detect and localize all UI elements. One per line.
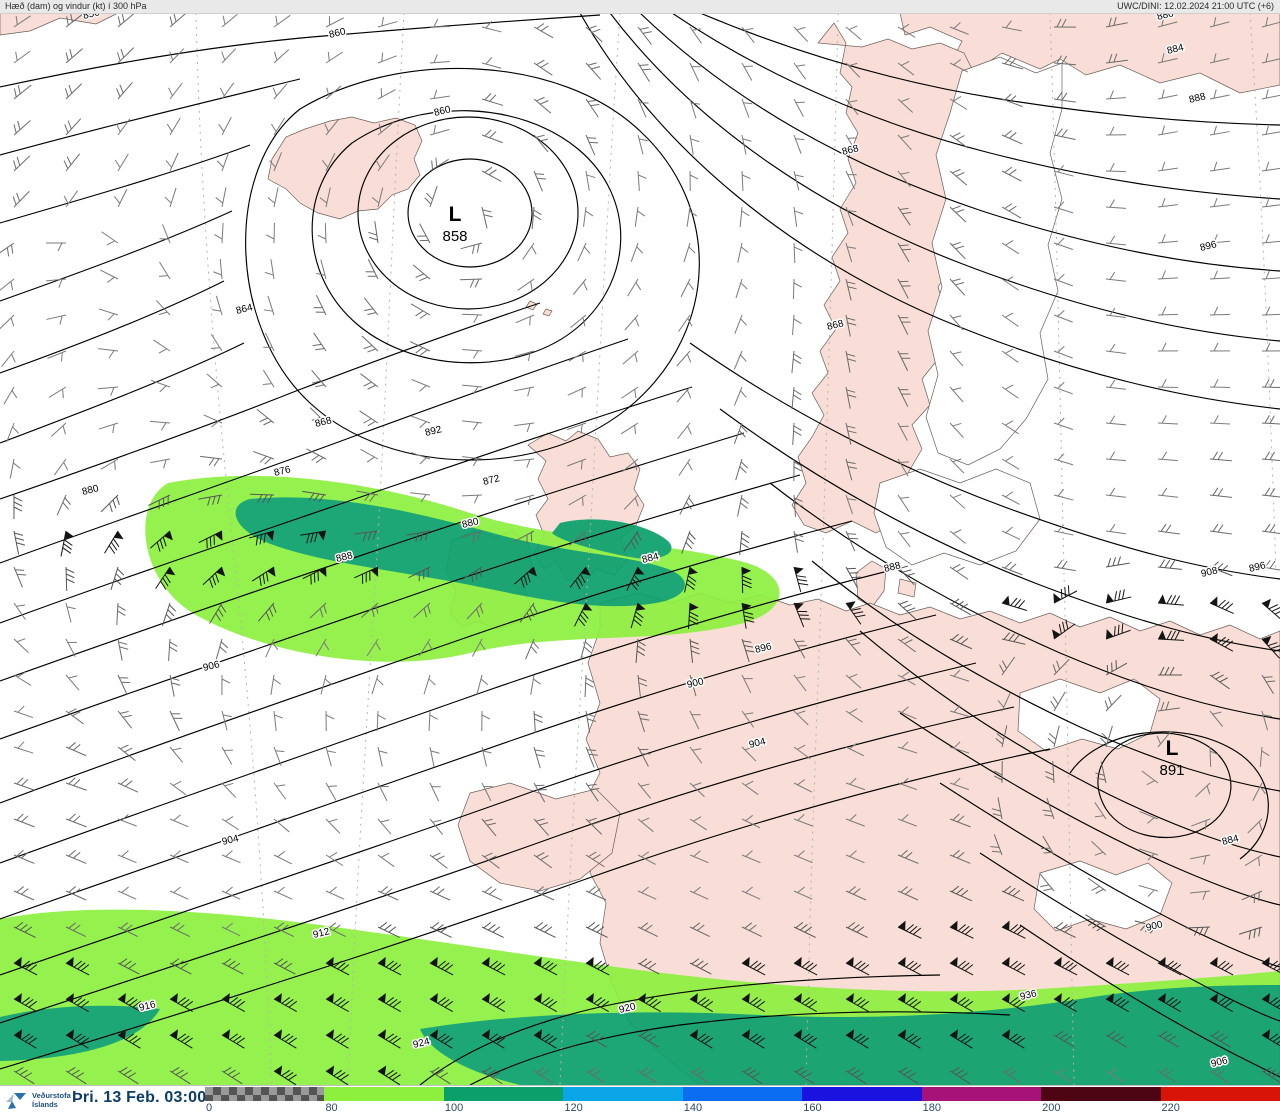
contour-label: 924 [412, 1036, 431, 1051]
contour-label: 880 [461, 516, 480, 531]
valid-time-label: Þri. 13 Feb. 03:00 [72, 1089, 207, 1106]
contour-label: 856 [82, 13, 101, 22]
contour-label: 936 [1019, 988, 1038, 1003]
contour-layer [0, 13, 1280, 1085]
contour-label: 916 [138, 999, 157, 1014]
colorbar-segment [802, 1087, 922, 1101]
colorbar-segment [921, 1087, 1042, 1101]
contour-label: 904 [221, 833, 240, 848]
colorbar-tick: 0 [206, 1102, 213, 1114]
colorbar-segment [1160, 1087, 1280, 1101]
contour-label: 884 [641, 551, 660, 566]
contour-labels: 8608608608608648648688688728728768768808… [62, 13, 1268, 1085]
colorbar-segment [443, 1087, 564, 1101]
colorbar-tick: 80 [325, 1102, 338, 1114]
contour-label: 906 [202, 659, 221, 674]
model-run-timestamp: UWC/DINI: 12.02.2024 21:00 UTC (+6) [1117, 1, 1274, 11]
contour-label: 880 [81, 483, 100, 498]
contour-label: 884 [1221, 833, 1240, 848]
contour-label: 888 [335, 550, 354, 565]
contour-label: 906 [1210, 1055, 1229, 1070]
contour-label: 872 [482, 473, 501, 488]
pressure-center-labels: L 858 L 891 [442, 203, 1184, 779]
contour-label: 888 [1188, 91, 1207, 106]
contour-label: 900 [686, 676, 705, 691]
contour-label: 892 [424, 424, 443, 439]
contour-label: 912 [312, 926, 331, 941]
contour-label: 904 [748, 736, 767, 751]
colorbar-tick: 200 [1042, 1102, 1061, 1114]
colorbar-tick: 120 [564, 1102, 583, 1114]
contour-label: 876 [273, 464, 292, 479]
contour-label: 908 [1200, 565, 1219, 580]
contour-label: 868 [314, 415, 333, 430]
contour-label: 896 [1199, 239, 1218, 254]
contour-label: 896 [754, 641, 773, 656]
pressure-center-value: 891 [1159, 762, 1184, 779]
contour-label: 868 [826, 318, 845, 333]
contour-label: 896 [1248, 560, 1267, 575]
colorbar-segment [205, 1087, 325, 1101]
contour-label: 888 [883, 560, 902, 575]
map-canvas[interactable]: L 858 L 891 860 860 860 860 864 864 868 868 872 872 8… [0, 13, 1280, 1085]
contour-label: 920 [618, 1001, 637, 1016]
chart-footer: Veðurstofa Íslands Þri. 13 Feb. 03:00 0 8… [0, 1085, 1280, 1115]
wind-speed-colorbar[interactable]: 0 80 100 120 140 160 180 200 220 [205, 1087, 1280, 1114]
colorbar-tick: 180 [922, 1102, 942, 1114]
chart-header: Hæð (dam) og vindur (kt) í 300 hPa UWC/D… [0, 0, 1280, 14]
chart-title: Hæð (dam) og vindur (kt) í 300 hPa [5, 1, 147, 11]
contour-label: 860 [433, 104, 452, 119]
contour-label: 880 [1156, 13, 1175, 23]
pressure-center-value: 858 [442, 228, 467, 245]
colorbar-tick: 100 [444, 1102, 464, 1114]
contour-label: 864 [235, 302, 254, 317]
contour-label: 860 [328, 26, 347, 41]
logo-line-1: Veðurstofa [32, 1091, 71, 1100]
colorbar-segment [563, 1087, 683, 1101]
contour-label: 884 [1166, 42, 1185, 57]
contour-label: 900 [1145, 919, 1164, 934]
vedurstofa-logo[interactable]: Veðurstofa Íslands [4, 1090, 92, 1112]
colorbar-segment [1041, 1087, 1161, 1101]
logo-arrows-icon [6, 1093, 26, 1109]
colorbar-segment [324, 1087, 444, 1101]
colorbar-tick: 220 [1161, 1102, 1180, 1114]
colorbar-tick: 160 [803, 1102, 822, 1114]
contour-label: 856 [82, 13, 101, 22]
colorbar-tick: 140 [683, 1102, 703, 1114]
contour-label: 868 [841, 143, 860, 158]
colorbar-segment [682, 1087, 803, 1101]
pressure-center-symbol: L [1166, 737, 1179, 760]
contour-label: 880 [1156, 13, 1175, 23]
pressure-center-symbol: L [449, 203, 462, 226]
logo-line-2: Íslands [32, 1100, 58, 1109]
